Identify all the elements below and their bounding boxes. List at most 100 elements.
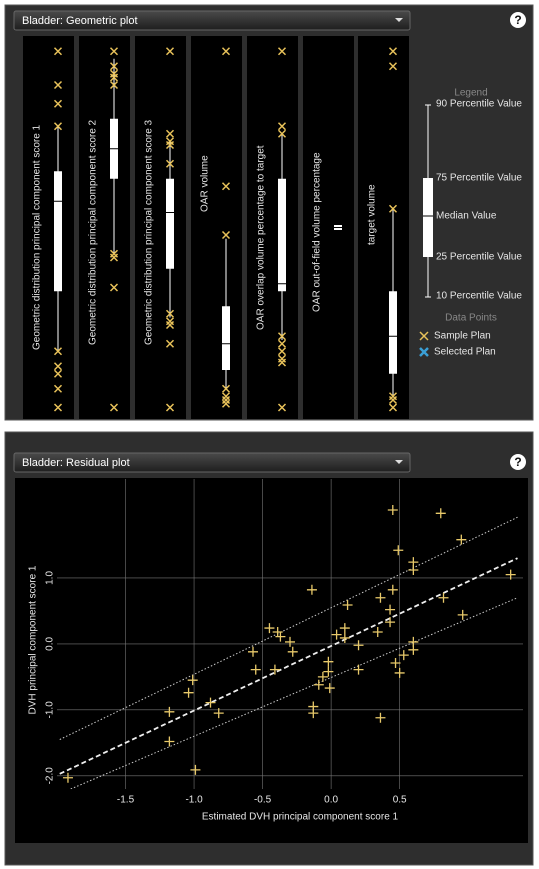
x-tick-label: 0.5 — [393, 795, 407, 806]
sample-marker — [277, 332, 287, 341]
column-label: OAR overlap volume percentage to target — [256, 145, 267, 330]
sample-marker — [53, 80, 63, 90]
data-point — [353, 640, 364, 651]
column-label: target volume — [367, 184, 378, 245]
x-tick-label: -1.0 — [185, 795, 203, 806]
fit-line — [59, 557, 518, 775]
data-point — [393, 545, 404, 556]
sample-marker — [109, 80, 119, 90]
sample-marker — [165, 403, 175, 412]
legend-label: Sample Plan — [434, 331, 491, 342]
legend-title: Legend — [454, 88, 487, 99]
sample-marker — [165, 129, 175, 138]
column-label: Geometric distribution principal compone… — [32, 124, 43, 350]
y-axis-label: DVH principal component score 1 — [28, 565, 39, 714]
plot-selector[interactable] — [13, 452, 411, 473]
sample-marker — [109, 403, 119, 412]
sample-marker — [388, 395, 398, 405]
data-point — [339, 632, 350, 643]
legend-box — [423, 178, 433, 257]
box — [389, 291, 397, 374]
box — [222, 306, 230, 370]
panel-title: Bladder: Residual plot — [22, 457, 130, 469]
data-point — [250, 664, 261, 675]
data-point — [317, 671, 328, 682]
legend-label: 75 Percentile Value — [436, 173, 522, 184]
data-point — [387, 584, 398, 595]
fit-line — [70, 597, 518, 789]
column — [358, 36, 409, 419]
legend-sample-marker — [419, 331, 429, 341]
legend-label: Selected Plan — [434, 347, 496, 358]
legend-selected-marker — [419, 347, 429, 357]
data-point — [390, 658, 401, 669]
sample-marker — [53, 347, 63, 356]
data-point — [247, 646, 258, 657]
legend-label: 25 Percentile Value — [436, 252, 522, 263]
sample-marker — [109, 47, 119, 56]
data-point — [213, 708, 224, 719]
sample-marker — [53, 47, 63, 56]
data-point — [457, 609, 468, 620]
box — [166, 178, 174, 269]
help-button[interactable] — [510, 12, 526, 28]
data-point — [187, 675, 198, 686]
residual-plot: -1.5 -1.0 -0.5 0.0 0.5 -2.0 -1.0 0.0 1.0 — [45, 479, 523, 806]
sample-marker — [221, 182, 231, 191]
data-point — [339, 623, 350, 634]
data-point — [331, 629, 342, 640]
data-point — [285, 636, 295, 647]
geometric-plot: Geometric distribution principal compone… — [23, 36, 409, 419]
x-tick-label: -1.5 — [117, 795, 135, 806]
column-label: Geometric distribution principal compone… — [88, 119, 99, 345]
sample-marker — [388, 62, 398, 71]
y-tick-label: 0.0 — [45, 637, 56, 651]
sample-marker — [165, 140, 175, 150]
column-label: Geometric distribution principal compone… — [144, 119, 155, 345]
sample-marker — [277, 129, 287, 138]
data-point — [287, 646, 298, 657]
column — [135, 36, 186, 419]
data-point — [342, 599, 353, 610]
x-tick-label: -0.5 — [254, 795, 272, 806]
data-point — [323, 666, 334, 677]
data-point — [398, 650, 409, 661]
data-point — [190, 764, 201, 775]
sample-marker — [165, 47, 175, 56]
help-button[interactable] — [510, 454, 526, 470]
sample-marker — [277, 47, 287, 56]
sample-marker — [53, 122, 63, 131]
x-axis-label: Estimated DVH principal component score … — [202, 812, 399, 823]
column — [191, 36, 242, 419]
box — [54, 171, 62, 292]
sample-marker — [277, 358, 287, 367]
sample-marker — [221, 230, 231, 240]
data-point — [164, 706, 175, 717]
sample-marker — [53, 403, 63, 412]
legend-points-title: Data Points — [445, 313, 497, 324]
sample-marker — [53, 384, 63, 393]
sample-marker — [221, 384, 231, 393]
data-point — [275, 631, 286, 642]
data-point — [438, 592, 449, 603]
plot-selector[interactable] — [13, 10, 411, 31]
help-icon: ? — [514, 13, 521, 27]
data-point — [385, 617, 396, 628]
dropdown-caret — [395, 18, 403, 22]
sample-marker — [388, 204, 398, 213]
column-label: OAR out-of-field volume percentage — [312, 152, 323, 312]
box — [278, 178, 286, 292]
data-point — [435, 508, 446, 519]
sample-marker — [109, 73, 119, 82]
sample-marker — [109, 62, 119, 71]
column — [79, 36, 130, 419]
sample-marker — [165, 320, 175, 330]
help-icon: ? — [514, 455, 521, 469]
data-point — [164, 736, 175, 747]
data-point — [372, 627, 383, 638]
data-point — [323, 656, 334, 667]
sample-marker — [221, 47, 231, 56]
data-point — [408, 557, 419, 568]
dropdown-caret — [395, 460, 403, 464]
